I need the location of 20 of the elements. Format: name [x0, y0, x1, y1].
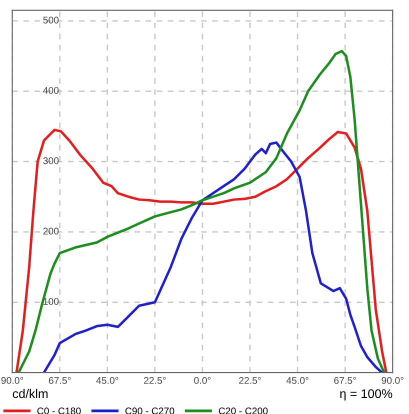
x-tick-label: 90.0° — [1, 377, 24, 384]
legend-label: C20 - C200 — [218, 408, 268, 414]
x-tick-label: 0.0° — [194, 377, 211, 384]
y-tick-label: 200 — [43, 228, 59, 235]
x-tick-label: 67.5° — [48, 377, 71, 384]
x-tick-label: 22.5° — [239, 377, 261, 384]
y-tick-label: 400 — [43, 86, 59, 94]
text: cd/klm — [12, 388, 48, 398]
legend-label: C90 - C270 — [125, 408, 174, 414]
y-tick-label: 100 — [44, 298, 59, 305]
x-tick-label: 45.0° — [96, 377, 118, 384]
legend-label: C0 - C180 — [37, 408, 81, 414]
line-series — [17, 50, 386, 373]
x-tick-label: 90.0° — [382, 377, 404, 384]
text: η = 100% — [340, 389, 392, 401]
x-tick-label: 67.5° — [334, 377, 356, 384]
y-tick-label: 300 — [43, 157, 59, 164]
x-tick-label: 45.0° — [286, 377, 308, 384]
y-tick-label: 500 — [43, 16, 59, 24]
x-tick-label: 22.5° — [144, 377, 166, 384]
